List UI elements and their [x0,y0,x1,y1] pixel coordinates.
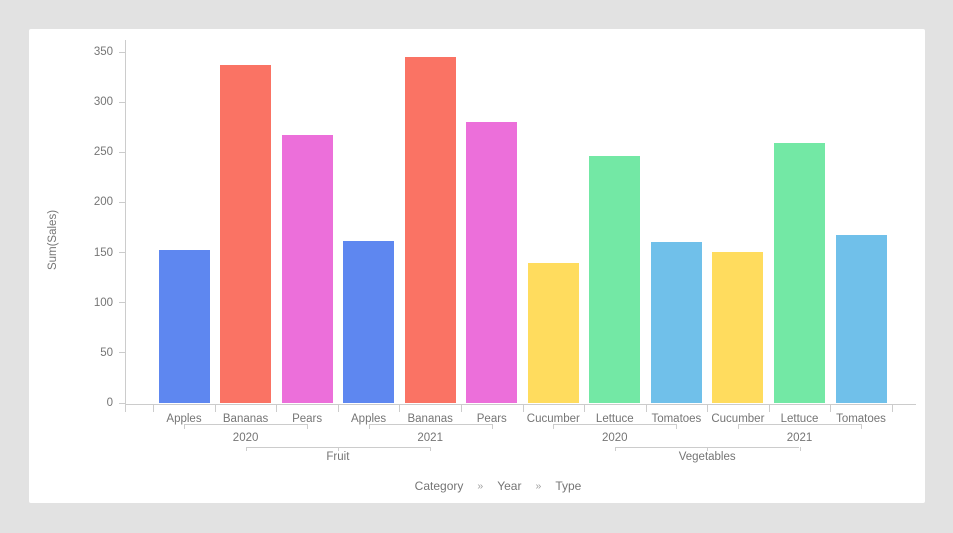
breadcrumb-item-category[interactable]: Category [414,479,464,493]
x-label-type: Lettuce [595,413,634,425]
bar-cucumber-2020[interactable] [527,262,579,403]
year-bracket-cap [553,424,555,429]
bar-bananas-2020[interactable] [220,65,272,403]
y-axis-tick [119,402,125,404]
y-axis-line [125,40,126,412]
category-bracket-cap [614,447,616,451]
bar-pears-2020[interactable] [281,135,333,403]
x-axis-tick [645,405,647,412]
x-axis-tick [522,405,524,412]
x-label-type: Lettuce [780,413,819,425]
y-tick-label: 200 [93,196,113,209]
x-label-type: Pears [292,413,323,425]
bar-tomatoes-2020[interactable] [650,241,702,403]
x-axis-tick [399,405,401,412]
year-bracket-cap [737,424,739,429]
x-label-year: 2020 [602,432,628,444]
bar-apples-2020[interactable] [158,249,210,403]
x-label-type: Tomatoes [836,413,886,425]
x-label-year: 2021 [786,432,813,444]
year-bracket [553,424,677,425]
breadcrumb-separator: » [477,480,484,492]
year-bracket-cap [861,424,862,429]
x-axis-line [125,404,916,405]
bar-cucumber-2021[interactable] [712,251,764,403]
breadcrumb-item-year[interactable]: Year [497,479,522,493]
x-axis-tick [891,405,893,412]
bar-tomatoes-2021[interactable] [835,234,887,403]
chart-card: Sum(Sales) Category » Year » Type 0 50 100 150 2… [29,29,925,503]
x-axis-tick [153,405,155,412]
y-axis-tick [119,302,125,304]
breadcrumb-separator: » [535,480,542,492]
y-axis-title: Sum(Sales) [47,209,59,271]
category-bracket-cap [799,447,801,451]
y-tick-label: 350 [93,46,113,58]
y-axis-tick [119,51,125,53]
bar-lettuce-2020[interactable] [589,156,641,403]
y-tick-label: 300 [93,96,113,109]
year-bracket [368,424,492,425]
x-label-type: Tomatoes [651,413,702,425]
breadcrumb-item-type[interactable]: Type [555,479,582,493]
category-bracket-center-tick [337,447,339,451]
y-axis-tick [119,101,125,103]
y-axis-tick [119,151,125,153]
bar-bananas-2021[interactable] [404,57,456,403]
y-tick-label: 250 [93,146,113,159]
category-bracket-cap [430,447,432,451]
x-label-type: Apples [351,413,387,425]
x-axis-tick [461,405,462,412]
x-label-type: Apples [166,413,202,425]
y-tick-label: 50 [100,346,113,359]
y-axis-tick [119,252,125,254]
year-bracket-cap [676,424,678,429]
x-label-type: Cucumber [711,413,765,425]
year-bracket-cap [184,424,185,429]
year-bracket-cap [491,424,493,429]
category-bracket [614,447,800,448]
x-axis-tick [707,405,709,412]
x-label-year: 2020 [232,432,259,444]
y-axis-tick [119,352,125,354]
x-axis-tick [584,405,586,412]
year-bracket [184,424,308,425]
x-axis-tick [768,405,770,412]
x-label-type: Bananas [407,413,453,425]
y-tick-label: 0 [106,397,113,409]
year-bracket-cap [368,424,370,429]
y-tick-label: 100 [93,296,113,309]
axis-breadcrumb: Category » Year » Type [415,479,582,493]
year-bracket-cap [307,424,309,429]
x-label-category: Fruit [326,451,350,463]
x-label-category: Vegetables [678,451,736,463]
x-axis-tick [337,405,339,412]
category-bracket-cap [245,447,247,451]
bar-apples-2021[interactable] [343,240,395,403]
x-label-type: Pears [476,413,507,425]
bar-lettuce-2021[interactable] [774,143,825,403]
bar-pears-2021[interactable] [466,122,518,403]
x-label-type: Bananas [222,413,269,425]
year-bracket [737,424,861,425]
x-label-year: 2021 [417,432,443,444]
x-label-type: Cucumber [526,413,580,425]
x-axis-tick [214,405,216,412]
y-tick-label: 150 [93,246,113,259]
category-bracket-center-tick [707,447,709,451]
x-axis-tick [276,405,278,412]
x-axis-tick [830,405,832,412]
y-axis-tick [119,201,125,203]
